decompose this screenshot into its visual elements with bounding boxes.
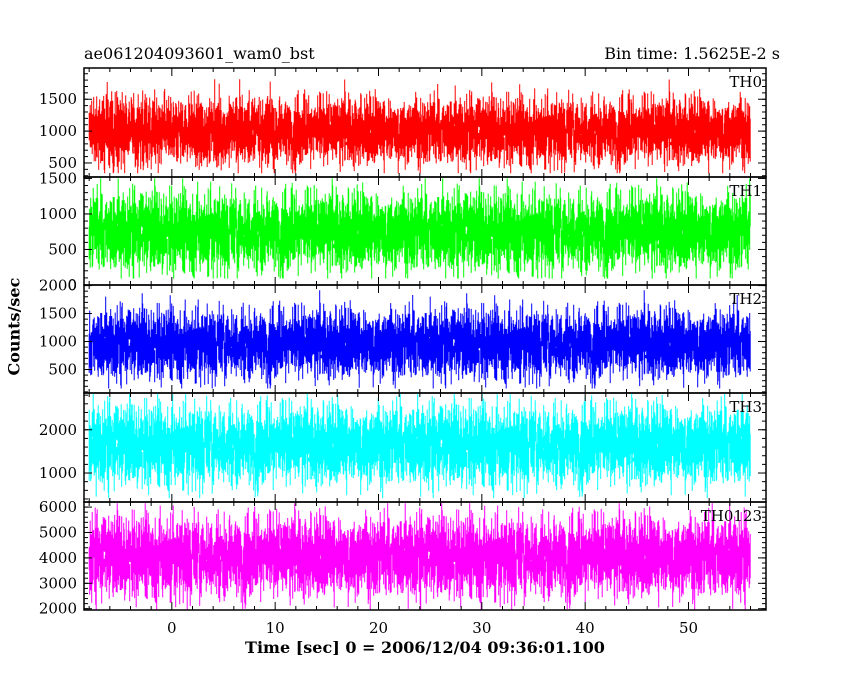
y-tick-label: 1500 (39, 305, 77, 323)
y-tick-label: 1500 (39, 169, 77, 187)
y-tick-label: 3000 (39, 574, 77, 592)
panel-label: TH0 (729, 73, 762, 91)
panel-label: TH0123 (701, 507, 762, 525)
panel-th2: 500 1000 1500 2000 TH2 (39, 277, 767, 394)
x-tick-label: 30 (472, 619, 491, 637)
panel-th3: 1000 2000 TH3 (39, 392, 767, 503)
bin-time-label: Bin time: 1.5625E-2 s (604, 44, 780, 63)
series-th2 (88, 290, 751, 389)
y-tick-label: 1500 (39, 90, 77, 108)
y-tick-label: 5000 (39, 523, 77, 541)
chart-title: ae061204093601_wam0_bst (84, 44, 315, 63)
y-tick-label: 2000 (39, 421, 77, 439)
y-tick-label: 500 (48, 154, 77, 172)
x-tick-label: 0 (167, 619, 177, 637)
series-th3 (88, 393, 751, 499)
panel-label: TH2 (729, 290, 762, 308)
y-tick-label: 500 (48, 240, 77, 258)
panel-th0123: 2000 3000 4000 5000 6000 TH0123 (39, 498, 767, 618)
y-tick-label: 2000 (39, 277, 77, 295)
panel-label: TH1 (729, 182, 762, 200)
y-tick-label: 1000 (39, 122, 77, 140)
y-tick-label: 1000 (39, 205, 77, 223)
x-tick-label: 10 (266, 619, 285, 637)
x-axis-label: Time [sec] 0 = 2006/12/04 09:36:01.100 (245, 638, 605, 657)
panel-th0: 500 1000 1500 TH0 (39, 67, 767, 178)
y-tick-label: 500 (48, 360, 77, 378)
y-tick-label: 0 (67, 276, 77, 294)
series-th0123 (88, 503, 751, 610)
panel-frame (83, 501, 767, 611)
panel-th1: 0 500 1000 1500 TH1 (39, 169, 767, 294)
y-tick-label: 1000 (39, 464, 77, 482)
y-tick-label: 2000 (39, 600, 77, 618)
x-tick-label: 40 (576, 619, 595, 637)
series-th0 (88, 79, 751, 174)
series-th1 (88, 178, 751, 279)
panel-label: TH3 (729, 398, 762, 416)
y-tick-label: 6000 (39, 498, 77, 516)
y-tick-label: 1000 (39, 333, 77, 351)
y-axis-label: Counts/sec (4, 277, 24, 376)
y-tick-label: 4000 (39, 549, 77, 567)
x-tick-label: 50 (679, 619, 698, 637)
x-tick-label: 20 (369, 619, 388, 637)
